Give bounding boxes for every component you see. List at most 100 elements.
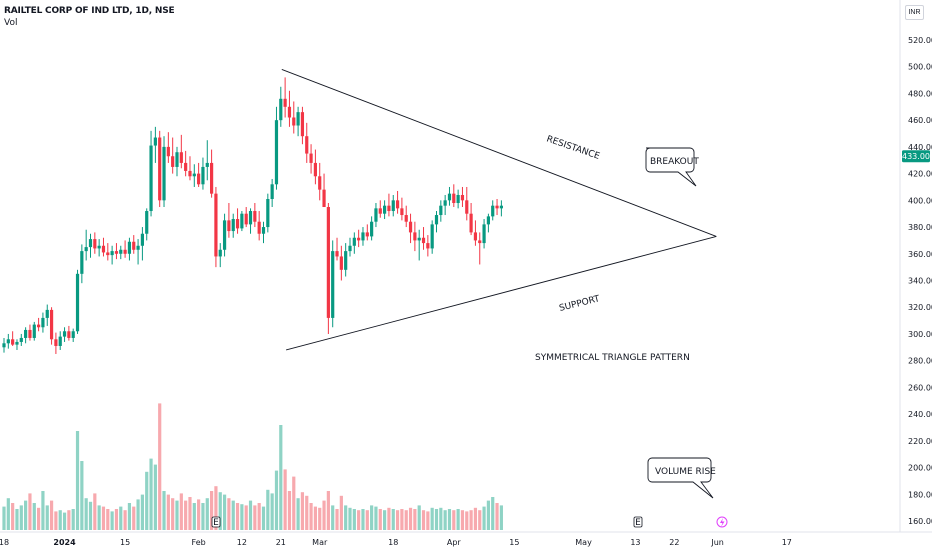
volume-bar: [45, 505, 49, 530]
volume-bar: [339, 495, 343, 530]
volume-bar: [101, 506, 106, 530]
price-tick-label: 300.00: [908, 330, 932, 339]
candle-body: [469, 213, 473, 233]
volume-bar: [495, 503, 499, 530]
time-tick-label: 2024: [53, 538, 76, 547]
candle-body: [357, 237, 361, 241]
time-tick-label: 15: [120, 538, 130, 547]
time-tick-label: Mar: [312, 538, 328, 547]
candle-body: [32, 324, 36, 338]
volume-bar: [335, 509, 339, 530]
candle-body: [348, 245, 352, 252]
volume-bar: [97, 505, 101, 530]
price-tick-label: 280.00: [908, 357, 932, 366]
candle-body: [499, 205, 503, 209]
volume-bar: [119, 506, 123, 530]
volume-bar: [257, 503, 261, 530]
candle-body: [214, 193, 218, 257]
volume-bar: [54, 511, 58, 530]
volume-bar: [352, 509, 356, 530]
candle-body: [58, 336, 62, 346]
volume-bar: [300, 492, 305, 530]
volume-bar: [456, 509, 460, 530]
volume-legend-label[interactable]: Vol: [4, 18, 18, 28]
price-axis[interactable]: 160.00 180.00 200.00 220.00 240.00 260.00 280.…: [902, 36, 932, 526]
volume-bar: [201, 503, 205, 530]
candle-body: [326, 207, 330, 318]
volume-bar: [175, 500, 179, 530]
candle-body: [166, 146, 170, 157]
price-tick-label: 480.00: [908, 89, 932, 98]
candle-body: [49, 309, 54, 340]
candle-body: [162, 146, 166, 201]
candle-body: [67, 331, 71, 338]
candle-body: [171, 156, 175, 167]
earnings-marker-text: E: [635, 518, 641, 528]
volume-bar: [374, 506, 378, 530]
volume-bar: [162, 491, 166, 530]
volume-bar: [231, 500, 235, 530]
support-trendline: [286, 235, 717, 351]
candle-body: [344, 251, 348, 270]
candle-body: [465, 200, 469, 214]
volume-bar: [469, 510, 473, 530]
volume-bar: [452, 510, 456, 530]
volume-bar: [326, 491, 330, 530]
candle-body: [292, 117, 296, 126]
time-tick-label: Jun: [710, 538, 724, 547]
volume-bar: [248, 500, 253, 530]
volume-bar: [253, 505, 257, 530]
earnings-marker-text: E: [213, 518, 219, 528]
candle-body: [421, 237, 426, 244]
candle-body: [365, 232, 369, 237]
volume-bar: [235, 503, 240, 530]
price-tick-label: 200.00: [908, 464, 932, 473]
time-tick-label: 17: [782, 538, 792, 547]
volume-bar: [11, 503, 15, 530]
volume-bar: [305, 495, 309, 530]
volume-bar: [179, 493, 183, 530]
candle-body: [313, 162, 317, 177]
candle-body: [439, 205, 443, 216]
volume-bar: [58, 510, 62, 530]
volume-bar: [421, 510, 426, 530]
candle-body: [93, 239, 97, 249]
volume-bar: [370, 505, 374, 530]
volume-bar: [465, 511, 469, 530]
price-tick-label: 460.00: [908, 116, 932, 125]
earnings-marker: [633, 516, 643, 528]
candle-body: [322, 189, 326, 208]
time-axis[interactable]: 18 2024 15 Feb 12 21 Mar 18 Apr 15 May 13 22 Jun 17: [0, 538, 792, 547]
volume-bar: [93, 493, 97, 530]
candle-body: [240, 213, 244, 229]
volume-bar: [19, 505, 23, 530]
volume-bar: [106, 509, 110, 530]
symbol-title[interactable]: RAILTEL CORP OF IND LTD, 1D, NSE: [4, 6, 175, 16]
volume-bar: [132, 506, 136, 530]
candle-body: [486, 216, 490, 225]
price-tick-label: 320.00: [908, 303, 932, 312]
candle-body: [309, 153, 313, 163]
volume-bar: [110, 511, 114, 530]
volume-bar: [145, 471, 149, 530]
volume-bar: [222, 494, 227, 530]
chart-legend: RAILTEL CORP OF IND LTD, 1D, NSE Vol: [4, 5, 175, 29]
candle-body: [158, 137, 162, 201]
candle-body: [266, 198, 270, 228]
resistance-trendline: [281, 68, 717, 237]
candle-body: [197, 173, 201, 185]
price-tick-label: 160.00: [908, 517, 932, 526]
time-tick-label: 18: [0, 538, 9, 547]
time-tick-label: 22: [669, 538, 679, 547]
annotations: RESISTANCE SUPPORT SYMMETRICAL TRIANGLE PA…: [211, 134, 728, 528]
candle-body: [88, 239, 93, 248]
currency-button[interactable]: INR: [905, 5, 924, 20]
candle-body: [132, 241, 136, 250]
candle-body: [434, 215, 439, 225]
last-price-text: 433.00: [902, 152, 930, 161]
volume-bar: [318, 507, 322, 530]
candle-body: [201, 166, 205, 185]
volume-bar: [344, 505, 348, 530]
candle-body: [218, 249, 222, 257]
